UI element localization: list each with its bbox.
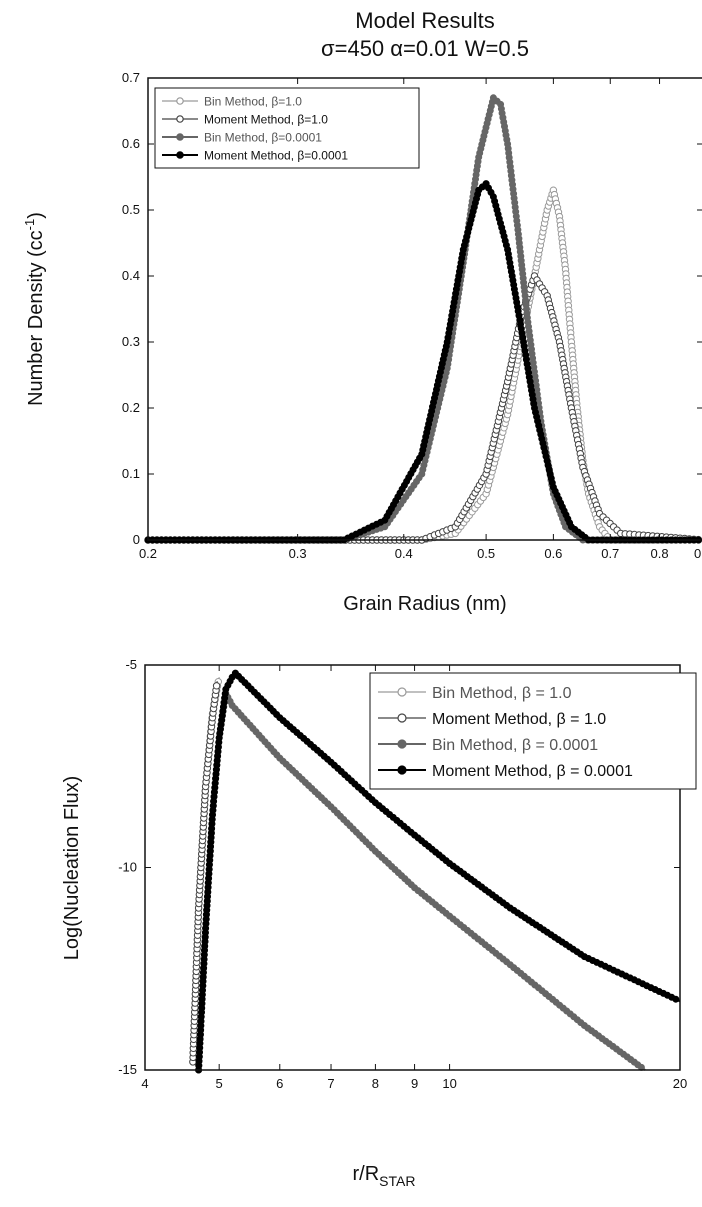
bottom-chart-legend: Bin Method, β = 1.0 Moment Method, β = 1.… [369, 672, 697, 790]
figure-subtitle: σ=450 α=0.01 W=0.5 [321, 36, 529, 61]
y-tick-label: -10 [118, 860, 137, 875]
bottom-chart-axes: 4 5 6 7 8 9 10 20 -15 -10 -5 [118, 657, 687, 1091]
series-point-4 [672, 995, 680, 1003]
figure-title: Model Results [355, 8, 494, 33]
series-line-2 [148, 274, 702, 541]
legend-swatch-marker [397, 739, 407, 749]
y-tick-label: 0 [133, 532, 140, 547]
y-tick-label: 0.4 [122, 268, 140, 283]
x-tick-label: 0.6 [544, 546, 562, 561]
bottom-y-axis-label: Log(Nucleation Flux) [61, 776, 83, 961]
y-tick-label: 0.7 [122, 70, 140, 85]
x-tick-label: 10 [442, 1076, 456, 1091]
top-x-axis-label: Grain Radius (nm) [343, 593, 506, 615]
y-tick-label: 0.2 [122, 400, 140, 415]
top-plot-frame [147, 77, 702, 541]
series-point-2 [212, 682, 221, 690]
x-tick-label: 5 [216, 1076, 223, 1091]
top-y-axis-label: Number Density (cc-1) [22, 212, 47, 406]
legend-swatch-marker [176, 115, 184, 123]
legend-swatch-marker [397, 765, 407, 775]
top-y-label-superscript: -1 [22, 219, 37, 231]
x-tick-label: 0.4 [395, 546, 413, 561]
x-tick-label: 8 [372, 1076, 379, 1091]
legend-label: Moment Method, β = 0.0001 [432, 763, 633, 780]
legend-label: Bin Method, β = 1.0 [432, 685, 572, 702]
x-tick-label: 9 [411, 1076, 418, 1091]
top-chart-axes: 0.2 0.3 0.4 0.5 0.6 0.7 0.8 0.9 0 0.1 0.2 0.3 0.4 0.5… [122, 70, 702, 561]
y-tick-label: 0.3 [122, 334, 140, 349]
bottom-x-axis-label: r/RSTAR [353, 1163, 416, 1189]
legend-label: Moment Method, β = 1.0 [432, 711, 606, 728]
legend-label: Bin Method, β=0.0001 [204, 130, 322, 144]
legend-label: Bin Method, β=1.0 [204, 94, 302, 108]
series-line-1 [148, 187, 702, 541]
x-tick-label: 0.3 [289, 546, 307, 561]
bottom-x-label-subscript: STAR [379, 1173, 415, 1189]
legend-label: Moment Method, β=0.0001 [204, 148, 348, 162]
top-legend-box [154, 87, 420, 169]
legend-swatch-marker [176, 97, 184, 105]
legend-swatch-marker [176, 133, 184, 141]
y-tick-label: 0.5 [122, 202, 140, 217]
number-density-chart: 0.2 0.3 0.4 0.5 0.6 0.7 0.8 0.9 0 0.1 0.2 0.3 0.4 0.5… [22, 70, 702, 615]
x-tick-label: 4 [141, 1076, 148, 1091]
y-tick-label: -15 [118, 1062, 137, 1077]
legend-label: Bin Method, β = 0.0001 [432, 737, 598, 754]
legend-swatch-marker [397, 687, 407, 697]
x-tick-label: 0.8 [650, 546, 668, 561]
legend-label: Moment Method, β=1.0 [204, 112, 328, 126]
bottom-x-label-main: r/R [353, 1163, 380, 1185]
x-tick-label: 0.5 [477, 546, 495, 561]
top-chart-legend: Bin Method, β=1.0 Moment Method, β=1.0 Bin… [154, 87, 420, 169]
legend-swatch-marker [176, 151, 184, 159]
top-y-label-main: Number Density (cc [25, 230, 47, 406]
top-y-label-end: ) [25, 212, 47, 219]
x-tick-label: 6 [276, 1076, 283, 1091]
x-tick-label: 7 [327, 1076, 334, 1091]
y-tick-label: -5 [125, 657, 137, 672]
bottom-chart-marks [189, 669, 681, 1074]
nucleation-flux-chart: 4 5 6 7 8 9 10 20 -15 -10 -5 Bin Method, β = 1.0 Mo… [61, 657, 697, 1189]
x-tick-label: 0.9 [694, 546, 702, 561]
legend-swatch-marker [397, 713, 407, 723]
x-tick-label: 0.7 [601, 546, 619, 561]
x-tick-label: 0.2 [139, 546, 157, 561]
y-tick-label: 0.6 [122, 136, 140, 151]
x-tick-label: 20 [673, 1076, 687, 1091]
y-tick-label: 0.1 [122, 466, 140, 481]
series-line-4 [148, 181, 702, 542]
